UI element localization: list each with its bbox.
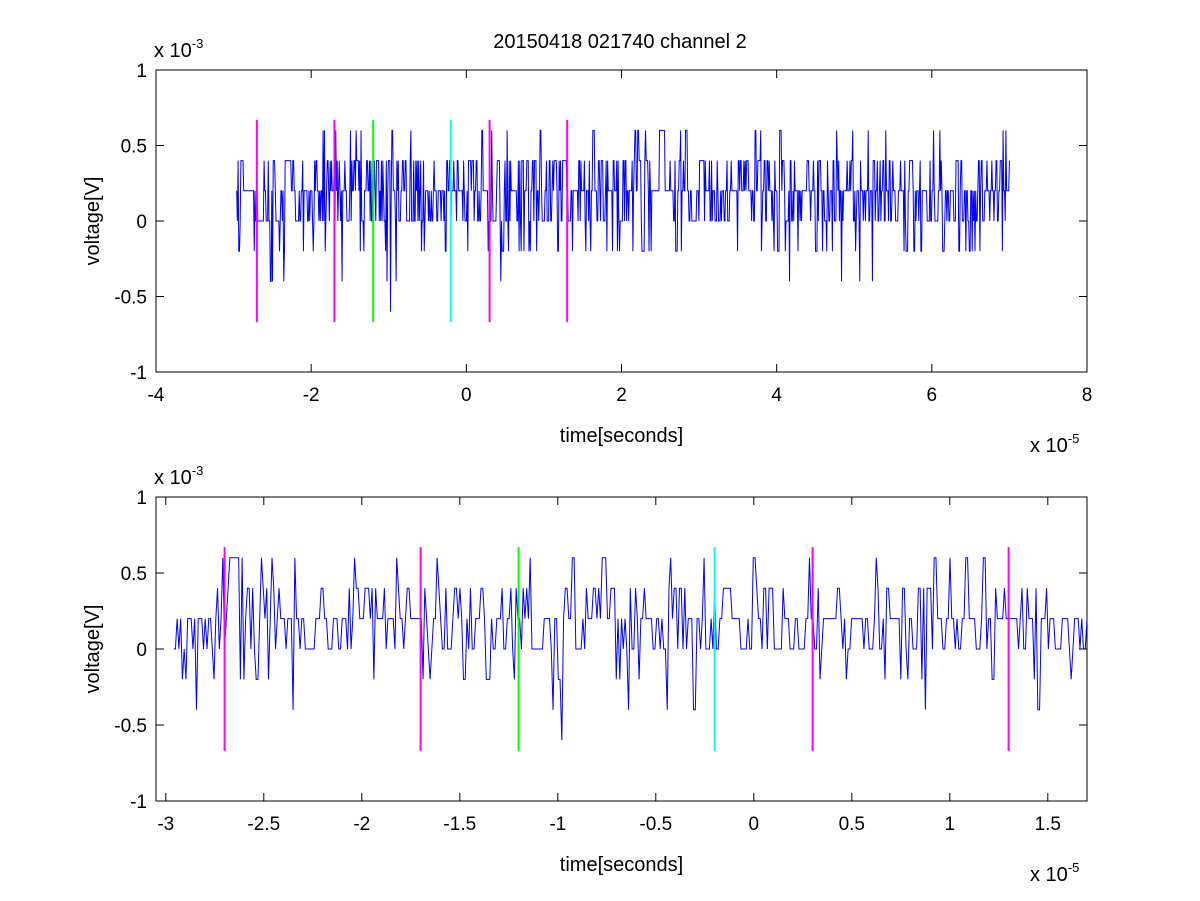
bottom-x-tick-label: -1: [549, 814, 566, 835]
top-x-ticks: -4 -2 0 2 4 6 8: [148, 70, 1093, 406]
bottom-x-exponent: x 10-5: [1030, 860, 1079, 886]
bottom-signal-trace: [173, 557, 1088, 741]
bottom-x-tick-label: -0.5: [639, 814, 672, 835]
bottom-y-tick-label: -1: [130, 792, 147, 813]
bottom-y-tick-label: 1: [136, 488, 147, 509]
bottom-x-tick-label: -3: [157, 814, 174, 835]
bottom-x-ticks: -3 -2.5 -2 -1.5 -1 -0.5 0 0.5 1 1.5: [157, 497, 1061, 835]
bottom-y-exponent-base: x 10: [154, 467, 192, 489]
bottom-y-ticks: -1 -0.5 0 0.5 1: [114, 488, 1087, 813]
bottom-y-tick-label: 0.5: [121, 564, 147, 585]
bottom-y-tick-label: -0.5: [114, 716, 147, 737]
bottom-x-tick-label: 0.5: [839, 814, 865, 835]
top-axes: -4 -2 0 2 4 6 8 -1 -0.5 0 0.5 1 time[seconds] volt…: [82, 36, 1092, 457]
top-x-tick-label: 2: [616, 385, 627, 406]
top-x-tick-label: -4: [148, 385, 165, 406]
top-y-exponent: x 10-3: [154, 36, 203, 62]
top-y-tick-label: -1: [130, 363, 147, 384]
bottom-x-tick-label: 1: [945, 814, 956, 835]
top-y-tick-label: 0.5: [121, 137, 147, 158]
top-x-axis-label: time[seconds]: [560, 425, 683, 447]
top-x-exponent: x 10-5: [1030, 431, 1079, 457]
top-x-tick-label: 4: [771, 385, 782, 406]
bottom-axes-frame: [155, 496, 1088, 802]
top-y-tick-label: -0.5: [114, 288, 147, 309]
top-y-tick-label: 0: [136, 212, 147, 233]
top-x-exponent-base: x 10: [1030, 435, 1068, 457]
top-x-tick-label: -2: [303, 385, 320, 406]
top-y-tick-label: 1: [136, 61, 147, 82]
figure-title: 20150418 021740 channel 2: [493, 31, 747, 53]
top-signal-trace: [236, 129, 1010, 312]
bottom-x-tick-label: 0: [749, 814, 760, 835]
bottom-x-exponent-power: -5: [1068, 860, 1080, 875]
bottom-axes: -3 -2.5 -2 -1.5 -1 -0.5 0 0.5 1 1.5 -1 -0.5 0 0.5 1 t…: [82, 463, 1088, 886]
bottom-x-tick-label: -2.5: [247, 814, 280, 835]
top-y-axis-label: voltage[V]: [82, 177, 104, 266]
bottom-y-tick-label: 0: [136, 640, 147, 661]
bottom-y-exponent-power: -3: [192, 463, 204, 478]
top-plot-area: [155, 69, 1088, 373]
bottom-y-exponent: x 10-3: [154, 463, 203, 489]
top-y-ticks: -1 -0.5 0 0.5 1: [114, 61, 1087, 384]
bottom-x-axis-label: time[seconds]: [560, 854, 683, 876]
bottom-x-tick-label: -1.5: [443, 814, 476, 835]
bottom-y-axis-label: voltage[V]: [82, 605, 104, 694]
top-x-tick-label: 8: [1082, 385, 1093, 406]
bottom-plot-area: [155, 496, 1088, 802]
top-x-tick-label: 6: [927, 385, 938, 406]
top-x-exponent-power: -5: [1068, 431, 1080, 446]
bottom-x-tick-label: 1.5: [1035, 814, 1061, 835]
top-x-tick-label: 0: [461, 385, 472, 406]
bottom-x-exponent-base: x 10: [1030, 864, 1068, 886]
top-y-exponent-base: x 10: [154, 40, 192, 62]
bottom-x-tick-label: -2: [353, 814, 370, 835]
top-y-exponent-power: -3: [192, 36, 204, 51]
